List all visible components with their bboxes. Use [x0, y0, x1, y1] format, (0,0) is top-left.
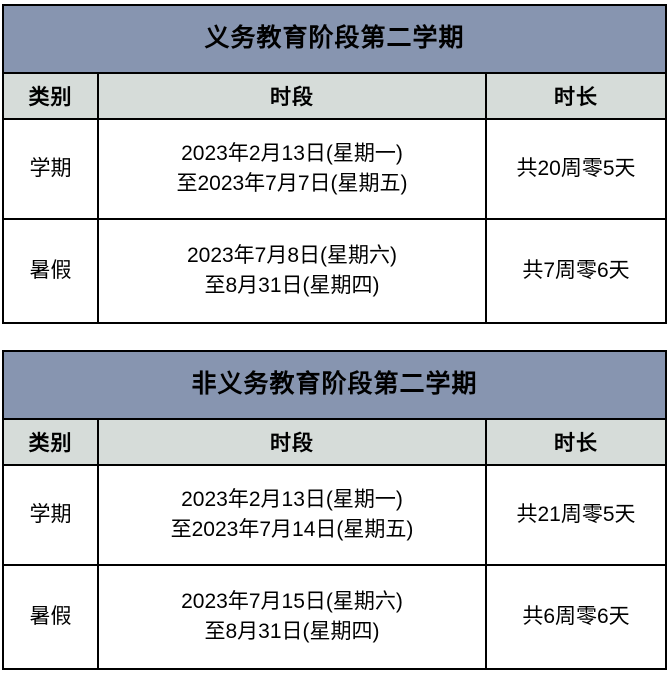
period-start-line: 2023年7月8日(星期六) [186, 244, 398, 268]
cell-period: 2023年7月8日(星期六) 至8月31日(星期四) [97, 218, 487, 324]
column-header-length: 时长 [484, 418, 668, 466]
cell-length: 共20周零5天 [484, 118, 668, 220]
cell-period: 2023年7月15日(星期六) 至8月31日(星期四) [97, 564, 487, 670]
table-title: 非义务教育阶段第二学期 [1, 350, 668, 420]
cell-kind: 暑假 [2, 564, 99, 670]
period-start-line: 2023年2月13日(星期一) [181, 488, 403, 512]
cell-length: 共6周零6天 [484, 564, 668, 670]
cell-length: 共21周零5天 [484, 464, 668, 566]
cell-period: 2023年2月13日(星期一) 至2023年7月14日(星期五) [97, 464, 487, 566]
table-row: 学期 2023年2月13日(星期一) 至2023年7月14日(星期五) 共21周… [2, 464, 668, 566]
cell-kind: 暑假 [2, 218, 99, 324]
period-end-line: 至2023年7月7日(星期五) [176, 172, 408, 195]
column-header-length: 时长 [484, 72, 668, 120]
table-row: 学期 2023年2月13日(星期一) 至2023年7月7日(星期五) 共20周零… [2, 118, 668, 220]
table-header-row: 类别 时段 时长 [2, 72, 668, 120]
table-title-row: 非义务教育阶段第二学期 [1, 350, 668, 420]
period-end-line: 至8月31日(星期四) [204, 620, 380, 643]
column-header-kind: 类别 [2, 418, 99, 466]
cell-length: 共7周零6天 [484, 218, 668, 324]
cell-kind: 学期 [2, 464, 99, 566]
period-end-line: 至8月31日(星期四) [204, 274, 380, 297]
table-title-row: 义务教育阶段第二学期 [1, 4, 668, 74]
table-row: 暑假 2023年7月15日(星期六) 至8月31日(星期四) 共6周零6天 [2, 564, 668, 670]
table-row: 暑假 2023年7月8日(星期六) 至8月31日(星期四) 共7周零6天 [2, 218, 668, 324]
cell-kind: 学期 [2, 118, 99, 220]
column-header-period: 时段 [97, 418, 487, 466]
non-compulsory-education-table: 非义务教育阶段第二学期 类别 时段 时长 学期 2023年2月13日(星期一) … [1, 350, 668, 670]
cell-period: 2023年2月13日(星期一) 至2023年7月7日(星期五) [97, 118, 487, 220]
compulsory-education-table: 义务教育阶段第二学期 类别 时段 时长 学期 2023年2月13日(星期一) 至… [1, 4, 668, 324]
table-title: 义务教育阶段第二学期 [1, 4, 668, 74]
column-header-period: 时段 [97, 72, 487, 120]
column-header-kind: 类别 [2, 72, 99, 120]
period-start-line: 2023年7月15日(星期六) [181, 590, 403, 614]
period-start-line: 2023年2月13日(星期一) [181, 142, 403, 166]
table-header-row: 类别 时段 时长 [2, 418, 668, 466]
period-end-line: 至2023年7月14日(星期五) [170, 518, 414, 541]
